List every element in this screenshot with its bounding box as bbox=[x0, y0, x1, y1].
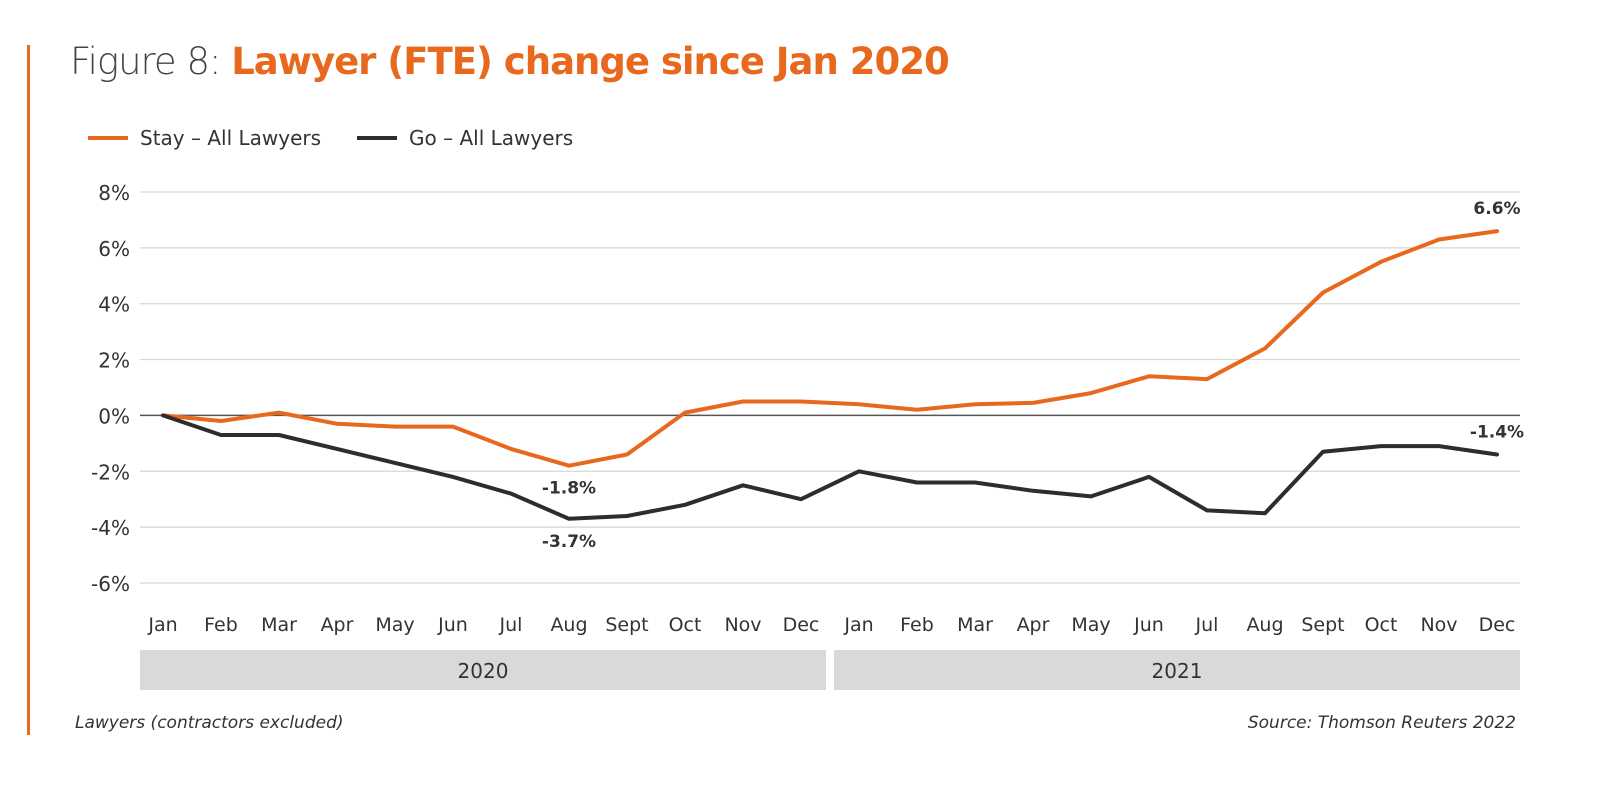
legend-swatch-go bbox=[357, 136, 398, 140]
data-label: -1.4% bbox=[1470, 423, 1524, 443]
y-tick-label: -2% bbox=[91, 460, 130, 484]
accent-bar bbox=[27, 45, 30, 735]
x-tick-label: Feb bbox=[204, 614, 238, 636]
y-tick-label: -4% bbox=[91, 516, 130, 540]
x-tick-label: Jul bbox=[1195, 614, 1219, 636]
x-tick-label: Oct bbox=[1365, 614, 1398, 636]
y-tick-label: 8% bbox=[98, 181, 130, 205]
x-tick-label: Apr bbox=[321, 614, 354, 636]
y-tick-label: 6% bbox=[98, 237, 130, 261]
data-label: -1.8% bbox=[542, 479, 596, 499]
series-line-go bbox=[161, 413, 1499, 521]
legend-item-go: Go – All Lawyers bbox=[357, 126, 573, 150]
x-tick-label: Apr bbox=[1017, 614, 1050, 636]
footnote: Lawyers (contractors excluded) bbox=[75, 713, 344, 733]
x-tick-label: Jan bbox=[843, 614, 873, 636]
title-main: Lawyer (FTE) change since Jan 2020 bbox=[231, 40, 949, 83]
year-band bbox=[140, 650, 826, 690]
legend: Stay – All Lawyers Go – All Lawyers bbox=[88, 126, 573, 150]
x-tick-label: May bbox=[1071, 614, 1110, 636]
x-tick-label: Jul bbox=[499, 614, 523, 636]
legend-swatch-stay bbox=[88, 136, 128, 140]
x-tick-label: Mar bbox=[261, 614, 297, 636]
source-note: Source: Thomson Reuters 2022 bbox=[1247, 713, 1516, 733]
y-tick-label: -6% bbox=[91, 572, 130, 596]
x-tick-label: Jan bbox=[147, 614, 177, 636]
x-tick-label: Nov bbox=[724, 614, 761, 636]
title-prefix: Figure 8: bbox=[70, 40, 221, 83]
x-tick-label: Mar bbox=[957, 614, 993, 636]
series-line-stay bbox=[161, 229, 1499, 468]
year-label: 2020 bbox=[458, 659, 509, 683]
legend-label-go: Go – All Lawyers bbox=[409, 126, 574, 150]
x-tick-label: Dec bbox=[1479, 614, 1516, 636]
chart-title: Figure 8: Lawyer (FTE) change since Jan … bbox=[70, 40, 950, 83]
x-tick-label: May bbox=[375, 614, 414, 636]
x-tick-label: Dec bbox=[783, 614, 820, 636]
year-band bbox=[834, 650, 1520, 690]
legend-label-stay: Stay – All Lawyers bbox=[140, 126, 322, 150]
x-tick-label: Feb bbox=[900, 614, 934, 636]
x-tick-label: Sept bbox=[1301, 614, 1344, 636]
data-label: -3.7% bbox=[542, 532, 596, 552]
year-label: 2021 bbox=[1152, 659, 1203, 683]
x-tick-label: Jun bbox=[1133, 614, 1164, 636]
y-tick-label: 4% bbox=[98, 293, 130, 317]
legend-item-stay: Stay – All Lawyers bbox=[88, 126, 321, 150]
x-tick-label: Jun bbox=[437, 614, 468, 636]
x-tick-label: Sept bbox=[605, 614, 648, 636]
data-label: 6.6% bbox=[1473, 199, 1520, 219]
x-tick-label: Aug bbox=[1246, 614, 1283, 636]
x-tick-label: Nov bbox=[1420, 614, 1457, 636]
y-tick-label: 0% bbox=[98, 404, 130, 428]
x-tick-label: Oct bbox=[669, 614, 702, 636]
x-tick-label: Aug bbox=[550, 614, 587, 636]
y-tick-label: 2% bbox=[98, 349, 130, 373]
